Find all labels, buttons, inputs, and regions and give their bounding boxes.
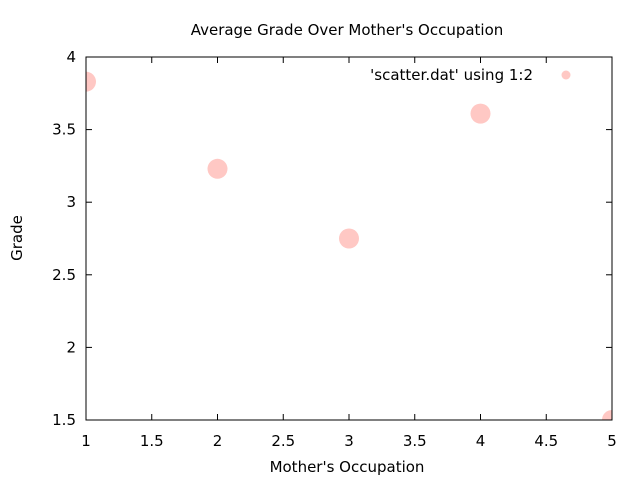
data-points bbox=[86, 71, 612, 420]
chart-title: Average Grade Over Mother's Occupation bbox=[191, 21, 504, 39]
y-tick-label: 3 bbox=[66, 193, 76, 211]
data-point bbox=[470, 103, 491, 124]
data-point bbox=[339, 228, 359, 249]
legend-marker bbox=[561, 70, 571, 80]
y-tick-label: 4 bbox=[66, 48, 76, 66]
y-axis: 1.5 2 2.5 3 3.5 4 bbox=[52, 48, 612, 429]
x-tick-label: 4 bbox=[476, 432, 486, 450]
x-tick-label: 1 bbox=[81, 432, 91, 450]
y-tick-label: 1.5 bbox=[52, 411, 76, 429]
x-tick-label: 5 bbox=[607, 432, 617, 450]
data-point bbox=[602, 410, 612, 420]
x-tick-label: 2 bbox=[213, 432, 223, 450]
x-tick-label: 2.5 bbox=[271, 432, 295, 450]
x-tick-label: 4.5 bbox=[534, 432, 558, 450]
x-tick-label: 1.5 bbox=[140, 432, 164, 450]
data-point bbox=[207, 158, 228, 179]
x-tick-label: 3.5 bbox=[403, 432, 427, 450]
x-tick-label: 3 bbox=[344, 432, 354, 450]
y-tick-label: 2 bbox=[66, 338, 76, 356]
x-axis-label: Mother's Occupation bbox=[270, 458, 425, 476]
data-point bbox=[86, 71, 96, 92]
legend-label: 'scatter.dat' using 1:2 bbox=[370, 66, 533, 84]
y-tick-label: 3.5 bbox=[52, 121, 76, 139]
y-axis-label: Grade bbox=[8, 215, 26, 261]
x-axis: 1 1.5 2 2.5 3 3.5 4 4.5 5 bbox=[81, 57, 617, 450]
legend: 'scatter.dat' using 1:2 bbox=[370, 66, 571, 84]
y-tick-label: 2.5 bbox=[52, 266, 76, 284]
